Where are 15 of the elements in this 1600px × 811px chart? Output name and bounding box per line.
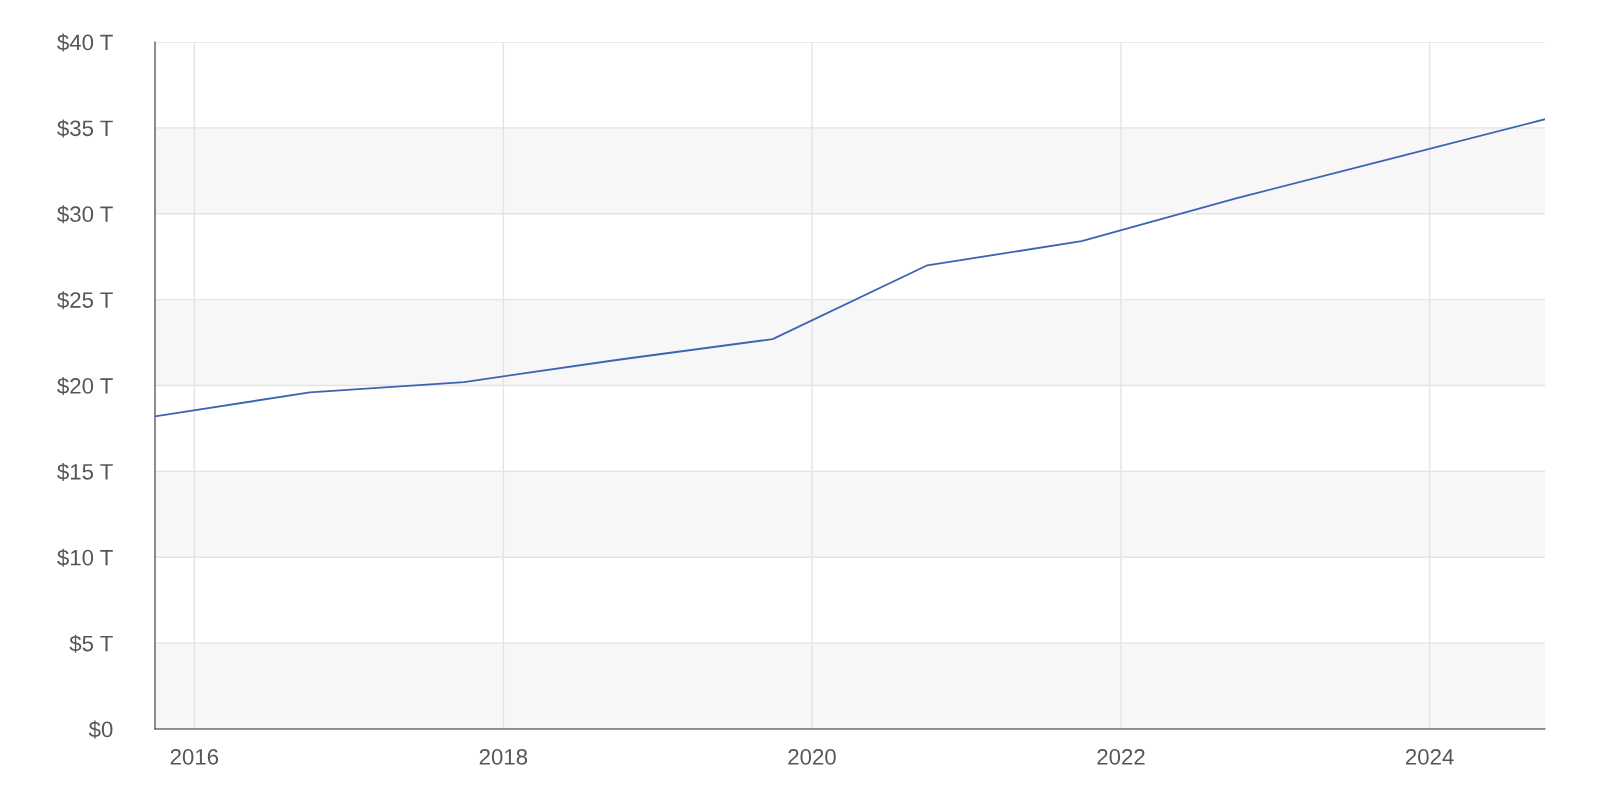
- y-tick-label: $15 T: [57, 462, 113, 481]
- x-tick-label: 2016: [170, 749, 219, 765]
- y-tick-label: $25 T: [57, 291, 113, 310]
- y-tick-label: $30 T: [57, 205, 113, 224]
- x-tick-label: 2024: [1405, 749, 1454, 765]
- y-tick-label: $35 T: [57, 119, 113, 138]
- y-tick-label: $40 T: [57, 33, 113, 52]
- x-tick-label: 2018: [479, 749, 528, 765]
- y-tick-label: $20 T: [57, 377, 113, 396]
- y-tick-label: $5 T: [69, 634, 113, 653]
- x-tick-label: 2022: [1097, 749, 1145, 765]
- x-tick-label: 2020: [788, 749, 836, 765]
- y-tick-label: $10 T: [57, 548, 113, 567]
- y-tick-label: $0: [88, 720, 113, 739]
- line-series: [155, 118, 1545, 418]
